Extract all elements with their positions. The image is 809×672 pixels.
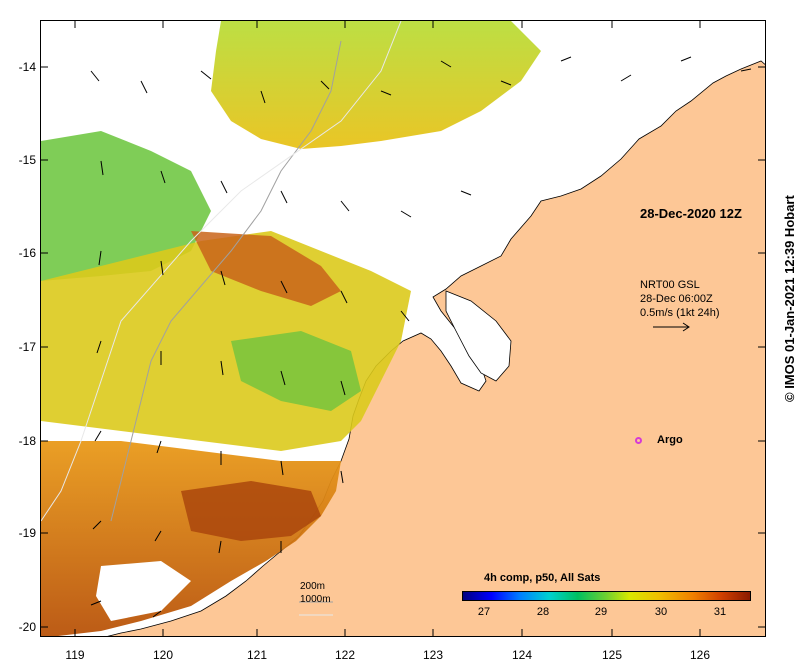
sst-north [211, 21, 541, 149]
date-label: 28-Dec-2020 12Z [640, 206, 742, 221]
lat-label: -14 [18, 60, 36, 74]
colorbar-tick: 27 [477, 606, 491, 618]
current-vectors [90, 56, 752, 618]
sst-south-hot [181, 481, 321, 541]
sst-mid-green [231, 331, 361, 411]
lat-label: -19 [18, 526, 36, 540]
colorbar-tick: 30 [654, 606, 668, 618]
inlet [445, 290, 512, 382]
lon-label: 121 [246, 648, 268, 662]
sst-warm-band [191, 231, 341, 306]
land-area [107, 60, 765, 636]
colorbar [462, 591, 751, 601]
cloud-gap-3 [96, 561, 191, 621]
lon-label: 126 [689, 648, 711, 662]
sst-north-green [41, 131, 211, 281]
depth-legend-1000m: 1000m [300, 594, 331, 605]
lat-label: -15 [18, 153, 36, 167]
current-info: NRT00 GSL 28-Dec 06:00Z 0.5m/s (1kt 24h) [640, 278, 719, 320]
lat-label: -20 [18, 620, 36, 634]
lon-label: 122 [334, 648, 356, 662]
lon-label: 123 [422, 648, 444, 662]
lat-label: -17 [18, 340, 36, 354]
lon-label: 120 [152, 648, 174, 662]
lon-label: 125 [601, 648, 623, 662]
cloud-gap [281, 151, 461, 261]
depth-legend: 200m 1000m [300, 580, 331, 606]
argo-float-icon[interactable] [635, 437, 642, 444]
credit-text: © IMOS 01-Jan-2021 12:39 Hobart [782, 195, 797, 402]
lat-label: -18 [18, 434, 36, 448]
current-scale-arrow [653, 322, 690, 332]
cloud-gap-2 [41, 41, 151, 121]
colorbar-tick: 29 [594, 606, 608, 618]
map-area[interactable] [40, 20, 766, 637]
colorbar-title: 4h comp, p50, All Sats [484, 572, 601, 584]
lat-label: -16 [18, 246, 36, 260]
colorbar-tick: 28 [536, 606, 550, 618]
current-time: 28-Dec 06:00Z [640, 293, 713, 305]
depth-legend-200m: 200m [300, 581, 326, 592]
current-product: NRT00 GSL [640, 279, 700, 291]
argo-label: Argo [657, 434, 683, 446]
map-canvas [41, 21, 765, 636]
lon-label: 124 [511, 648, 533, 662]
colorbar-tick: 31 [713, 606, 727, 618]
current-scale: 0.5m/s (1kt 24h) [640, 307, 720, 319]
depth-contour-200m [110, 40, 342, 522]
lon-label: 119 [65, 648, 85, 662]
depth-contour-1000m [41, 21, 402, 522]
